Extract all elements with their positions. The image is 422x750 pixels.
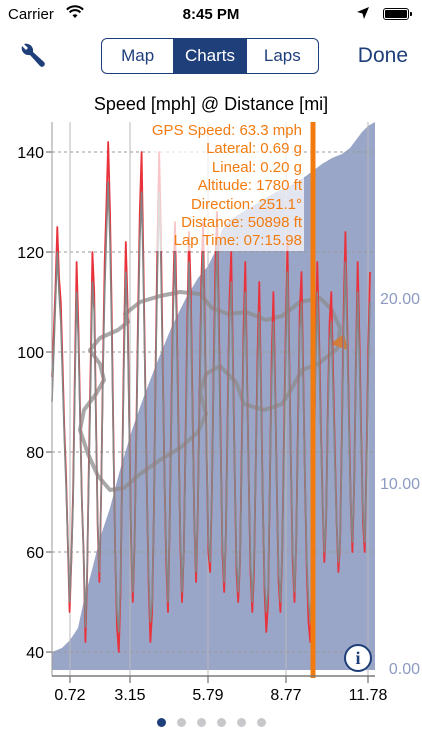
- readout-direction: Direction: 251.1°: [190, 195, 302, 213]
- done-button[interactable]: Done: [357, 44, 408, 67]
- readout-lap-time: Lap Time: 07:15.98: [173, 232, 302, 250]
- status-bar: Carrier 8:45 PM: [0, 0, 422, 30]
- x-tick-label: 8.77: [270, 687, 301, 704]
- reference-series-line: [51, 181, 371, 633]
- wrench-icon[interactable]: [18, 40, 48, 70]
- battery-icon: [383, 8, 412, 20]
- page-dot[interactable]: [256, 718, 266, 727]
- x-tick-label: 0.72: [54, 687, 85, 704]
- tab-charts[interactable]: Charts: [174, 39, 247, 73]
- readout-gps-speed: GPS Speed: 63.3 mph: [151, 122, 302, 139]
- page-dot[interactable]: [156, 718, 166, 727]
- wifi-icon: [66, 5, 84, 18]
- page-dot[interactable]: [196, 718, 206, 727]
- y-left-tick-label: 80: [26, 445, 44, 462]
- carrier-label: Carrier: [8, 6, 54, 23]
- page-dot[interactable]: [176, 718, 186, 727]
- tab-laps[interactable]: Laps: [263, 46, 301, 65]
- page-dot[interactable]: [236, 718, 246, 727]
- readout-distance: Distance: 50898 ft: [181, 214, 302, 232]
- y-left-tick-label: 100: [17, 345, 44, 362]
- clock: 8:45 PM: [182, 6, 240, 23]
- view-segmented-control: Map Charts Laps: [101, 38, 319, 74]
- y-left-tick-label: 120: [17, 245, 44, 262]
- data-readout: GPS Speed: 63.3 mph Lateral: 0.69 g Line…: [149, 122, 304, 251]
- navigation-bar: Map Charts Laps Done: [0, 30, 422, 86]
- y-right-tick-label: 0.00: [389, 661, 420, 678]
- y-right-tick-label: 10.00: [380, 476, 420, 493]
- svg-text:i: i: [355, 648, 360, 668]
- x-tick-label: 11.78: [349, 687, 388, 704]
- page-indicator[interactable]: [0, 718, 422, 727]
- y-left-tick-label: 140: [17, 145, 44, 162]
- x-tick-label: 5.79: [192, 687, 223, 704]
- readout-lineal: Lineal: 0.20 g: [211, 158, 302, 176]
- readout-altitude: Altitude: 1780 ft: [197, 177, 302, 195]
- y-right-tick-label: 20.00: [380, 291, 420, 308]
- speed-distance-chart[interactable]: 40 60 80 100 120 140 0.00 10.00 20.00 0.72 3.15 5…: [0, 118, 422, 708]
- page-dot[interactable]: [216, 718, 226, 727]
- tab-map[interactable]: Map: [102, 39, 175, 73]
- chart-title: Speed [mph] @ Distance [mi]: [93, 94, 329, 114]
- info-icon[interactable]: i: [344, 644, 372, 672]
- readout-lateral: Lateral: 0.69 g: [206, 140, 302, 158]
- location-arrow-icon: [357, 7, 369, 19]
- x-tick-label: 3.15: [114, 687, 145, 704]
- y-left-tick-label: 40: [26, 645, 44, 662]
- y-left-tick-label: 60: [26, 545, 44, 562]
